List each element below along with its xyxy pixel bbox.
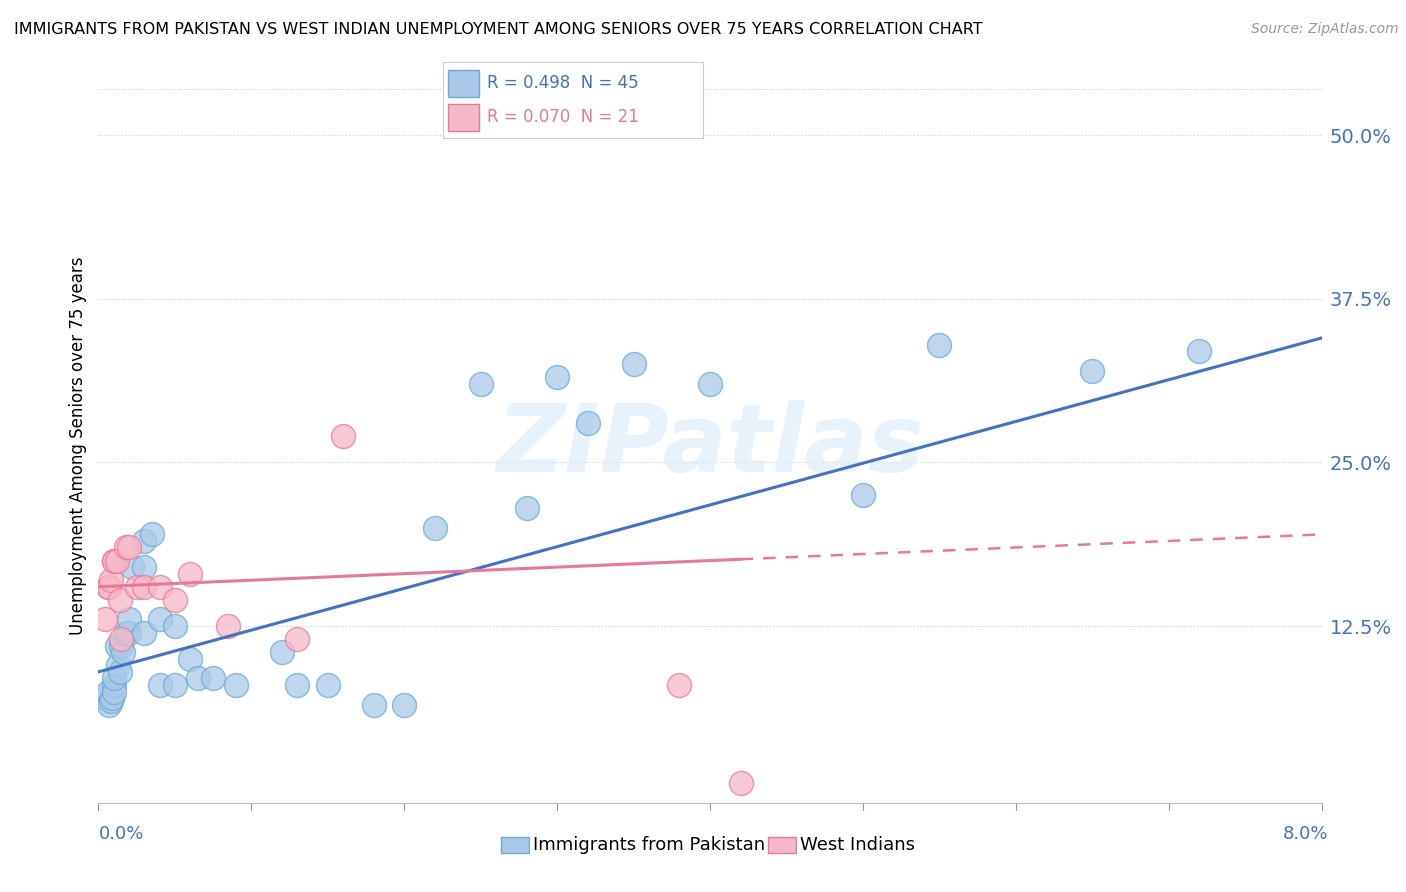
Point (97, 684, 120, 698)
Point (217, 619, 239, 633)
Point (101, 691, 124, 706)
Point (149, 678, 172, 692)
Point (225, 678, 247, 692)
Text: Source: ZipAtlas.com: Source: ZipAtlas.com (1251, 22, 1399, 37)
Point (111, 645, 134, 659)
Point (852, 488, 875, 502)
Point (141, 527, 163, 541)
Text: R = 0.498  N = 45: R = 0.498 N = 45 (486, 74, 638, 92)
Point (730, 776, 752, 790)
Point (98, 698, 121, 712)
Point (103, 672, 125, 686)
Point (103, 684, 125, 698)
Point (187, 672, 209, 686)
Point (103, 678, 125, 692)
Point (105, 553, 128, 567)
Point (125, 580, 148, 594)
Point (928, 337, 950, 351)
Text: IMMIGRANTS FROM PAKISTAN VS WEST INDIAN UNEMPLOYMENT AMONG SENIORS OVER 75 YEARS: IMMIGRANTS FROM PAKISTAN VS WEST INDIAN … (14, 22, 983, 37)
Point (115, 625, 138, 640)
Point (103, 553, 125, 567)
Point (668, 678, 690, 692)
Point (118, 612, 141, 626)
Point (163, 619, 186, 633)
Point (699, 376, 721, 391)
Point (110, 632, 132, 647)
Y-axis label: Unemployment Among Seniors over 75 years: Unemployment Among Seniors over 75 years (69, 257, 87, 635)
Point (115, 541, 138, 555)
Point (179, 652, 201, 666)
Bar (449, 104, 479, 130)
Point (423, 521, 446, 535)
Point (363, 698, 385, 712)
Point (1188, 344, 1211, 359)
Point (179, 566, 201, 581)
Point (134, 533, 156, 548)
Point (100, 573, 122, 587)
Point (98, 580, 121, 594)
Point (163, 678, 186, 692)
Bar (768, 837, 796, 853)
Text: 8.0%: 8.0% (1284, 825, 1329, 843)
Point (134, 625, 156, 640)
Text: West Indians: West Indians (800, 836, 915, 854)
Point (163, 592, 186, 607)
Point (97, 580, 120, 594)
Point (285, 678, 308, 692)
Point (103, 553, 125, 567)
Point (470, 376, 492, 391)
Point (121, 560, 143, 574)
Point (1081, 364, 1104, 378)
Bar (449, 70, 479, 96)
Point (118, 541, 141, 555)
Text: R = 0.070  N = 21: R = 0.070 N = 21 (486, 108, 638, 126)
Point (316, 678, 339, 692)
Text: 0.0%: 0.0% (98, 825, 143, 843)
Point (516, 501, 538, 516)
Point (270, 645, 294, 659)
Point (149, 580, 172, 594)
Point (576, 416, 599, 430)
Point (332, 429, 354, 443)
Point (392, 698, 416, 712)
Point (94, 691, 117, 706)
Point (107, 658, 129, 673)
Point (108, 665, 131, 679)
Point (105, 639, 128, 653)
Point (118, 625, 141, 640)
Point (134, 580, 156, 594)
Text: ZIPatlas: ZIPatlas (496, 400, 924, 492)
Bar (501, 837, 529, 853)
Point (108, 592, 131, 607)
Point (285, 632, 308, 647)
Point (110, 639, 132, 653)
Point (100, 694, 122, 708)
Point (623, 357, 645, 371)
Point (134, 560, 156, 574)
Point (93, 612, 115, 626)
Text: Immigrants from Pakistan: Immigrants from Pakistan (533, 836, 765, 854)
Point (149, 612, 172, 626)
Point (202, 672, 225, 686)
Point (546, 370, 568, 384)
